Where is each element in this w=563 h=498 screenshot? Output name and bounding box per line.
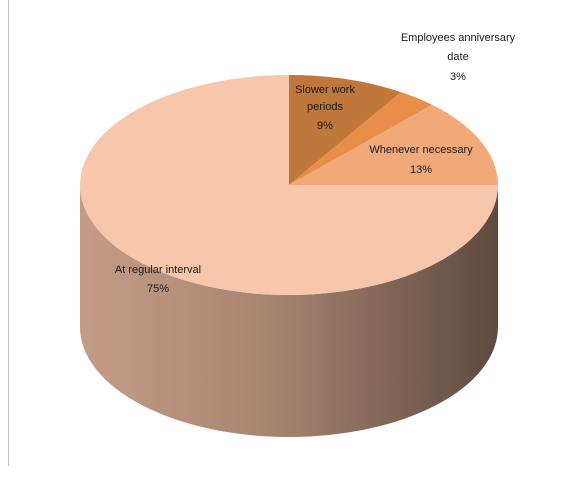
slice-label-anniversary-line1: Employees anniversary <box>401 32 516 44</box>
slice-label-slower-work-line1: Slower work <box>295 84 355 96</box>
slice-label-regular-line1: At regular interval <box>115 264 201 276</box>
pie-slice-0 <box>289 75 401 185</box>
slice-label-anniversary: Employees anniversary date 3% <box>401 32 516 83</box>
pie-slice-2 <box>289 104 498 185</box>
slice-value-whenever: 13% <box>410 164 432 176</box>
slice-value-slower-work: 9% <box>317 120 333 132</box>
frame-border <box>8 0 9 466</box>
slice-label-whenever-line1: Whenever necessary <box>369 144 473 156</box>
slice-label-anniversary-line2: date <box>447 51 468 63</box>
pie-slices <box>80 75 498 295</box>
slice-label-regular: At regular interval 75% <box>115 264 201 295</box>
pie-slice-1 <box>289 92 433 185</box>
slice-label-slower-work-line2: periods <box>307 101 344 113</box>
slice-value-anniversary: 3% <box>450 71 466 83</box>
slice-label-whenever: Whenever necessary 13% <box>369 144 473 176</box>
slice-value-regular: 75% <box>147 283 169 295</box>
pie-slice-3 <box>80 75 498 295</box>
pie-side-wall <box>80 185 498 437</box>
slice-label-slower-work: Slower work periods 9% <box>295 84 355 132</box>
